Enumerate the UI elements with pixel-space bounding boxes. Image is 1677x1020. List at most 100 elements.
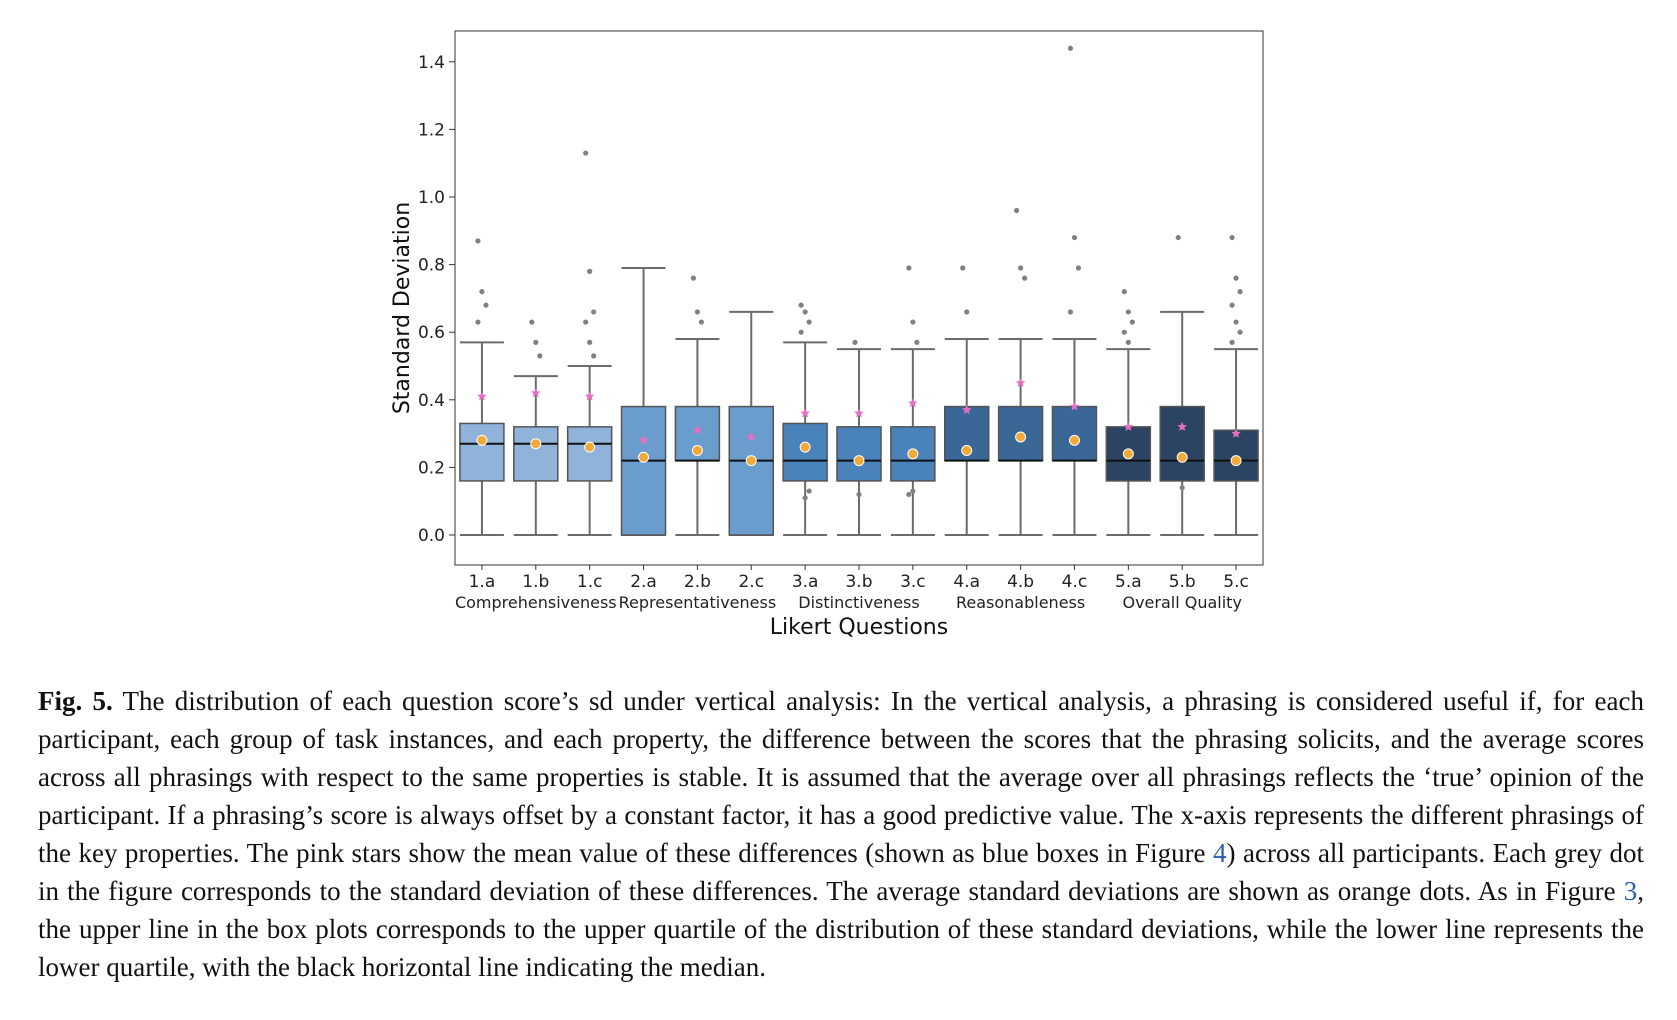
x-tick-label: 1.b: [522, 572, 549, 592]
mean-diff-star: [477, 391, 487, 401]
mean-sd-dot: [745, 455, 757, 467]
x-tick-label: 4.b: [1007, 572, 1034, 592]
outlier-dot: [852, 339, 858, 345]
y-tick-label: 0.0: [418, 526, 445, 546]
x-tick-label: 2.c: [738, 572, 764, 592]
box: [459, 422, 505, 482]
outlier-dot: [806, 319, 812, 325]
outlier-dot: [1179, 485, 1185, 491]
mean-sd-dot: [853, 455, 865, 467]
mean-sd-dot: [799, 441, 811, 453]
outlier-dot: [910, 488, 916, 494]
outlier-dot: [591, 309, 597, 315]
outlier-dot: [960, 265, 966, 271]
y-tick-label: 0.6: [418, 323, 445, 343]
outlier-dot: [587, 339, 593, 345]
outlier-dot: [1067, 309, 1074, 315]
mean-diff-star: [692, 425, 703, 435]
mean-diff-star: [908, 398, 918, 408]
outlier-dot: [479, 289, 485, 295]
mean-diff-star: [746, 432, 756, 441]
x-axis-title: Likert Questions: [770, 615, 948, 640]
outlier-dot: [1233, 275, 1239, 281]
outlier-dot: [690, 275, 697, 281]
mean-diff-star: [1177, 421, 1187, 431]
outlier-dot: [914, 339, 920, 345]
outlier-dot: [1175, 234, 1181, 241]
mean-diff-star: [1231, 428, 1241, 438]
outlier-dot: [802, 495, 808, 501]
mean-diff-star: [1069, 401, 1080, 411]
mean-diff-star: [800, 408, 810, 418]
outlier-dot: [475, 319, 481, 325]
mean-diff-star: [584, 391, 595, 401]
outlier-dot: [1121, 329, 1127, 335]
x-tick-label: 2.a: [630, 572, 657, 592]
group-label: Reasonableness: [956, 593, 1085, 612]
outlier-dot: [1229, 339, 1235, 345]
group-label: Comprehensiveness: [455, 593, 617, 612]
x-tick-label: 1.c: [577, 572, 603, 592]
outlier-dot: [802, 309, 808, 315]
outlier-dot: [1229, 234, 1235, 241]
outlier-dot: [910, 319, 916, 325]
box: [782, 422, 828, 482]
outlier-dot: [533, 339, 539, 345]
outlier-dot: [798, 302, 804, 308]
mean-sd-dot: [1015, 431, 1027, 443]
outlier-dot: [529, 319, 535, 325]
outlier-dot: [475, 238, 481, 244]
box: [836, 426, 882, 482]
figure-caption: Fig. 5. The distribution of each questio…: [38, 682, 1644, 986]
outlier-dot: [798, 329, 804, 335]
outlier-dot: [1075, 265, 1082, 271]
outlier-dot: [1067, 45, 1074, 51]
box: [513, 426, 559, 482]
mean-sd-dot: [638, 451, 650, 463]
y-tick-label: 0.2: [418, 458, 445, 478]
y-axis-title: Standard Deviation: [390, 202, 415, 414]
y-tick-label: 0.4: [418, 391, 445, 411]
caption-text-1: The distribution of each question score’…: [38, 686, 1645, 868]
mean-diff-star: [531, 388, 541, 398]
outlier-dot: [694, 309, 701, 315]
figure: 0.0 0.2 0.4 0.6 0.8 1.0 1.2 1.4 Standard Deviati…: [390, 30, 1264, 640]
outlier-dot: [856, 491, 862, 498]
x-tick-label: 5.b: [1169, 572, 1196, 592]
outlier-dot: [1014, 207, 1020, 214]
box: [1159, 405, 1205, 482]
x-tick-label: 3.a: [792, 572, 819, 592]
x-tick-label: 5.a: [1115, 572, 1142, 592]
outlier-dot: [1125, 339, 1131, 345]
mean-diff-star: [854, 408, 864, 418]
outlier-dot: [906, 265, 912, 271]
y-tick-label: 0.8: [418, 256, 445, 276]
outlier-dot: [1121, 289, 1127, 295]
outlier-dot: [1125, 309, 1131, 315]
outlier-dot: [1233, 319, 1239, 325]
x-tick-label: 4.a: [953, 572, 980, 592]
mean-sd-dot: [961, 445, 973, 456]
x-tick-label: 3.b: [845, 572, 872, 592]
outlier-dot: [1237, 329, 1243, 335]
outlier-dot: [1018, 265, 1024, 271]
mean-diff-star: [962, 404, 972, 414]
figure-4-link[interactable]: 4: [1213, 838, 1227, 868]
outlier-dot: [1129, 319, 1135, 325]
x-tick-label: 5.c: [1223, 572, 1249, 592]
outlier-dot: [483, 302, 489, 308]
caption-label: Fig. 5.: [38, 686, 113, 716]
box: [674, 405, 721, 462]
caption-text-2: ) across all participants. Each grey dot…: [38, 838, 1644, 906]
mean-sd-dot: [1122, 448, 1134, 460]
mean-sd-dot: [907, 448, 919, 460]
mean-diff-star: [638, 435, 649, 445]
outlier-dot: [698, 319, 705, 325]
figure-3-link[interactable]: 3: [1623, 876, 1638, 906]
y-tick-label: 1.4: [418, 53, 445, 73]
outlier-dot: [537, 353, 543, 359]
mean-sd-dot: [1176, 451, 1188, 463]
box-plot-chart: 0.0 0.2 0.4 0.6 0.8 1.0 1.2 1.4 Standard Deviati…: [390, 30, 1264, 640]
x-tick-label: 4.c: [1062, 572, 1088, 592]
x-tick-label: 1.a: [469, 572, 496, 592]
